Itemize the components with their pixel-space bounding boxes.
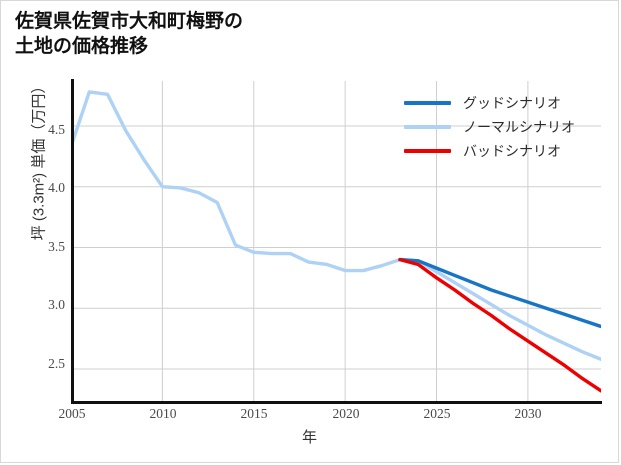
legend-swatch-bad: [404, 149, 451, 153]
x-tick-2025: 2025: [423, 406, 451, 421]
series-line-good: [398, 257, 601, 329]
x-tick-2030: 2030: [514, 406, 542, 421]
x-axis-label: 年: [301, 429, 317, 446]
gridlines: [71, 81, 601, 403]
legend-swatch-good: [404, 101, 451, 105]
plot-area: [71, 81, 601, 403]
x-tick-2020: 2020: [332, 406, 360, 421]
series-lines: [71, 90, 601, 393]
legend-item-normal[interactable]: ノーマルシナリオ: [404, 115, 604, 139]
x-tick-2015: 2015: [240, 406, 268, 421]
y-tick-2.5: 2.5: [48, 356, 65, 371]
page-title: 佐賀県佐賀市大和町梅野の 土地の価格推移: [15, 11, 244, 58]
y-axis-label: 坪 (3.3m²) 単価（万円）: [30, 78, 48, 241]
y-tick-4.0: 4.0: [48, 180, 65, 195]
series-line-normal: [71, 90, 601, 361]
legend: グッドシナリオ ノーマルシナリオ バッドシナリオ: [404, 91, 604, 163]
x-tick-2010: 2010: [149, 406, 177, 421]
legend-item-good[interactable]: グッドシナリオ: [404, 91, 604, 115]
legend-label-good: グッドシナリオ: [463, 95, 561, 111]
x-tick-2005: 2005: [58, 406, 86, 421]
x-axis-spine: [71, 401, 602, 404]
chart-svg: [71, 81, 601, 403]
legend-label-bad: バッドシナリオ: [463, 143, 561, 159]
y-axis-spine: [71, 79, 74, 404]
series-line-bad: [398, 257, 601, 393]
y-tick-3.5: 3.5: [48, 239, 65, 254]
legend-label-normal: ノーマルシナリオ: [463, 119, 575, 135]
y-tick-3.0: 3.0: [48, 297, 65, 312]
y-tick-4.5: 4.5: [48, 122, 65, 137]
legend-swatch-normal: [404, 125, 451, 129]
legend-item-bad[interactable]: バッドシナリオ: [404, 139, 604, 163]
y-axis-tick-labels: 4.5 4.0 3.5 3.0 2.5: [19, 1, 65, 462]
